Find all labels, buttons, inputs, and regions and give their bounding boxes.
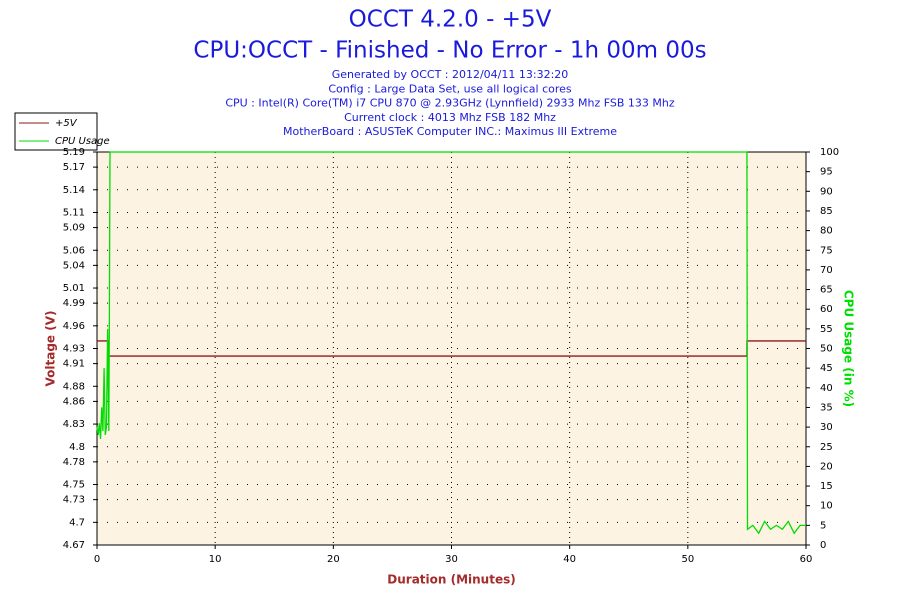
x-tick-label: 50 (681, 554, 694, 565)
y-tick-label: 4.99 (63, 298, 85, 309)
y-tick-label: 5.19 (63, 147, 85, 158)
y-tick-label: 4.8 (69, 442, 85, 453)
x-tick-label: 0 (94, 554, 100, 565)
series-line (96, 151, 806, 535)
y-tick-label: 4.67 (63, 540, 85, 551)
y2-tick-label: 70 (820, 265, 833, 276)
y-tick-label: 4.88 (63, 381, 85, 392)
info-line: Current clock : 4013 Mhz FSB 182 Mhz (344, 111, 556, 124)
info-line: Config : Large Data Set, use all logical… (328, 82, 572, 95)
info-line: MotherBoard : ASUSTeK Computer INC.: Max… (283, 125, 617, 138)
x-tick-label: 10 (209, 554, 222, 565)
y2-tick-label: 30 (820, 422, 833, 433)
y2-tick-label: 90 (820, 186, 833, 197)
info-line: Generated by OCCT : 2012/04/11 13:32:20 (332, 68, 569, 81)
y2-tick-label: 10 (820, 501, 833, 512)
y2-tick-label: 75 (820, 245, 833, 256)
y-tick-label: 5.01 (63, 283, 85, 294)
y-tick-label: 4.83 (63, 419, 85, 430)
y-tick-label: 4.93 (63, 344, 85, 355)
y-tick-label: 5.06 (63, 245, 85, 256)
y-tick-label: 5.14 (63, 185, 85, 196)
y2-tick-label: 65 (820, 285, 833, 296)
y-tick-label: 4.78 (63, 457, 85, 468)
y-tick-label: 4.86 (63, 396, 85, 407)
x-tick-label: 60 (800, 554, 813, 565)
y-tick-label: 4.7 (69, 517, 85, 528)
y-tick-label: 4.96 (63, 321, 85, 332)
y2-tick-label: 95 (820, 167, 833, 178)
y2-tick-label: 35 (820, 402, 833, 413)
y2-tick-label: 15 (820, 481, 833, 492)
x-tick-label: 20 (327, 554, 340, 565)
y2-tick-label: 20 (820, 461, 833, 472)
legend-label: CPU Usage (55, 136, 110, 147)
y-axis-label: Voltage (V) (44, 311, 58, 387)
y-tick-label: 5.09 (63, 223, 85, 234)
chart-title: OCCT 4.2.0 - +5V (349, 7, 552, 33)
y2-axis-label: CPU Usage (in %) (842, 290, 856, 407)
x-tick-label: 30 (445, 554, 458, 565)
legend-box (14, 112, 98, 151)
y2-tick-label: 60 (820, 304, 833, 315)
info-line: CPU : Intel(R) Core(TM) i7 CPU 870 @ 2.9… (225, 97, 675, 110)
legend-label: +5V (55, 118, 78, 129)
y2-tick-label: 45 (820, 363, 833, 374)
y2-tick-label: 80 (820, 226, 833, 237)
y2-tick-label: 5 (820, 520, 826, 531)
y-tick-label: 4.73 (63, 495, 85, 506)
y-tick-label: 5.17 (63, 162, 85, 173)
y-tick-label: 4.75 (63, 480, 85, 491)
y2-tick-label: 100 (820, 147, 839, 158)
y2-tick-label: 40 (820, 383, 833, 394)
y2-tick-label: 25 (820, 442, 833, 453)
plot-area (97, 152, 806, 545)
y-tick-label: 5.11 (63, 207, 85, 218)
y2-tick-label: 50 (820, 344, 833, 355)
chart-subtitle: CPU:OCCT - Finished - No Error - 1h 00m … (193, 38, 706, 64)
x-tick-label: 40 (563, 554, 576, 565)
y-tick-label: 4.91 (63, 359, 85, 370)
y2-tick-label: 0 (820, 540, 826, 551)
y2-tick-label: 55 (820, 324, 833, 335)
y2-tick-label: 85 (820, 206, 833, 217)
x-axis-label: Duration (Minutes) (387, 573, 515, 587)
y-tick-label: 5.04 (63, 260, 85, 271)
